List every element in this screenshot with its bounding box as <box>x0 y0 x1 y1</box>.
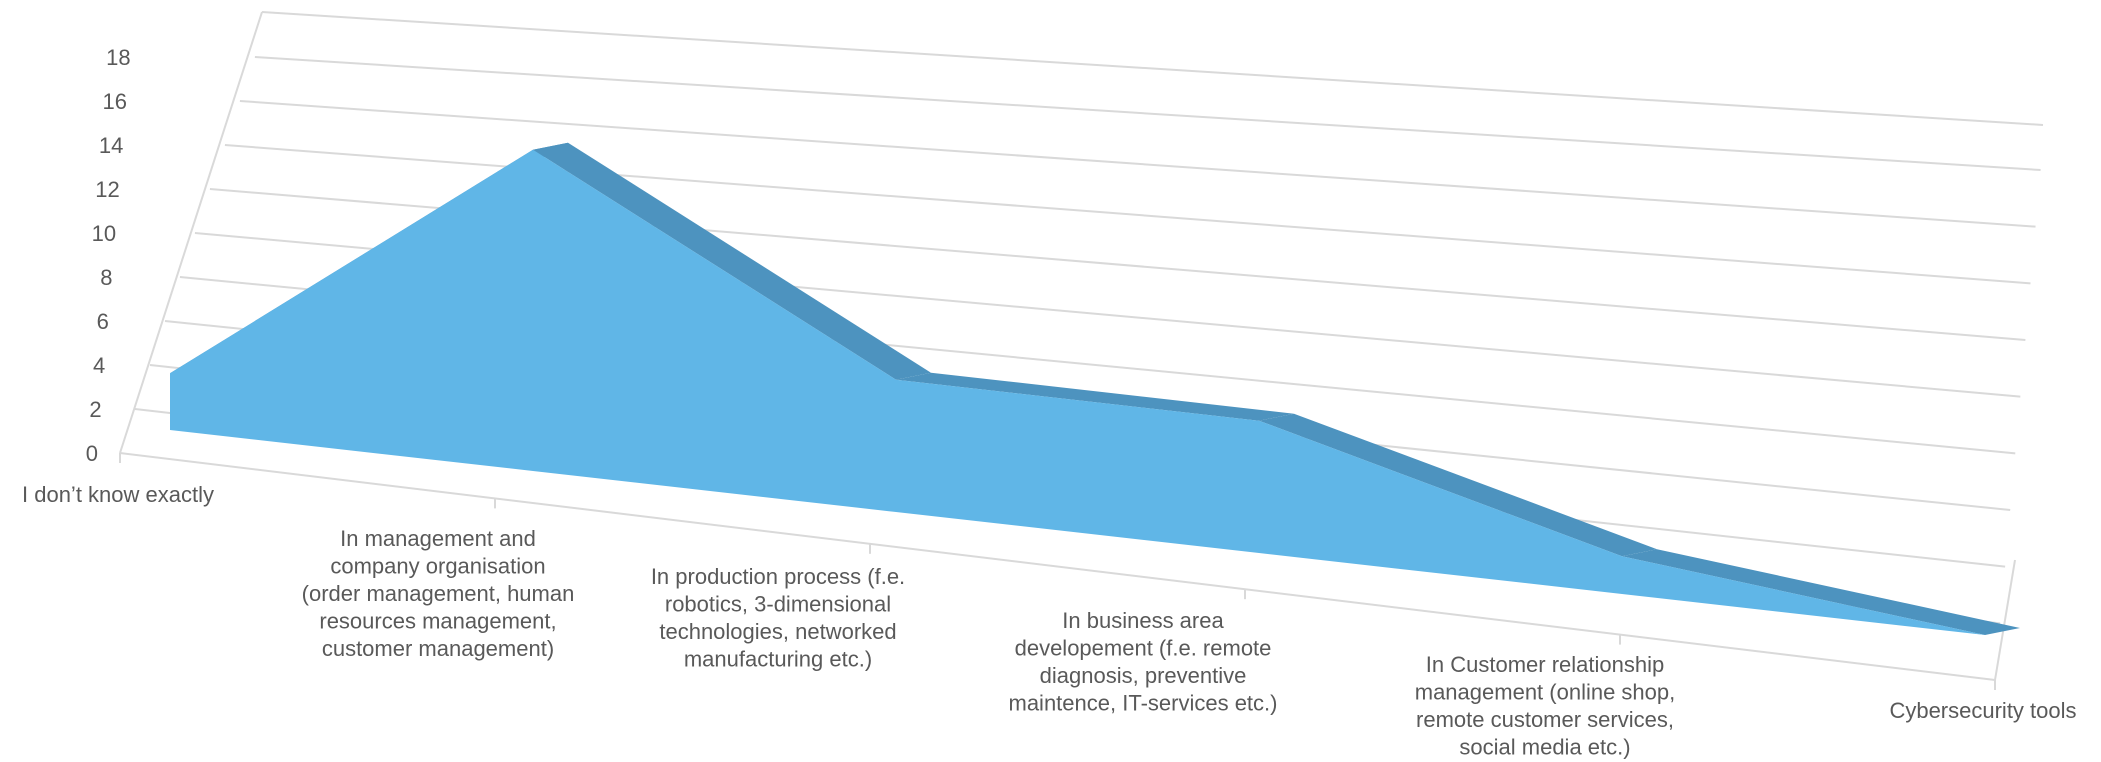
series-front-face <box>170 149 1985 635</box>
right-floor-edge <box>1994 559 2016 681</box>
series-top-face-4 <box>1622 549 2020 635</box>
y-tick-label: 2 <box>89 397 101 422</box>
y-axis-line <box>119 11 263 454</box>
y-tick-label: 0 <box>86 441 98 466</box>
x-axis-category-labels: I don’t know exactly In management and com… <box>22 482 2077 760</box>
x-category-label-line: remote customer services, <box>1416 707 1674 732</box>
x-category-label-2: In production process (f.e. robotics, 3-d… <box>651 564 905 672</box>
series-top-face-1 <box>533 142 931 380</box>
series-top-face-2 <box>896 372 1294 421</box>
x-category-label-line: social media etc.) <box>1459 735 1630 760</box>
series-area <box>169 142 2020 636</box>
y-tick-label: 16 <box>103 89 127 114</box>
x-category-label-line: robotics, 3-dimensional <box>665 592 891 617</box>
x-category-label-line: I don’t know exactly <box>22 482 214 507</box>
x-category-label-3: In business area developement (f.e. remot… <box>1009 608 1278 716</box>
x-axis-line <box>119 452 1996 681</box>
y-tick-label: 14 <box>99 133 123 158</box>
x-category-label-line: maintence, IT-services etc.) <box>1009 691 1278 716</box>
y-tick-label: 6 <box>97 309 109 334</box>
x-category-label-line: (order management, human <box>302 581 575 606</box>
x-category-label-0: I don’t know exactly <box>22 482 214 507</box>
x-category-label-line: customer management) <box>322 636 554 661</box>
y-tick-label: 8 <box>100 265 112 290</box>
x-category-label-line: diagnosis, preventive <box>1040 663 1247 688</box>
gridline-16 <box>239 100 2036 228</box>
gridline-top <box>261 11 2044 126</box>
x-category-label-line: In production process (f.e. <box>651 564 905 589</box>
y-tick-label: 18 <box>106 45 130 70</box>
axes <box>119 11 2016 690</box>
x-category-label-line: In management and <box>340 526 536 551</box>
x-category-label-4: In Customer relationship management (onli… <box>1415 652 1676 760</box>
x-category-label-line: developement (f.e. remote <box>1015 636 1272 661</box>
y-tick-label: 4 <box>93 353 105 378</box>
x-category-label-line: management (online shop, <box>1415 680 1676 705</box>
x-category-label-line: In business area <box>1062 608 1224 633</box>
x-category-label-line: resources management, <box>319 609 556 634</box>
gridline-18 <box>254 56 2041 171</box>
y-axis-tick-labels: 0 2 4 6 8 10 12 14 16 18 <box>86 45 131 466</box>
x-category-label-line: technologies, networked <box>659 619 896 644</box>
x-category-label-line: In Customer relationship <box>1426 652 1664 677</box>
x-category-label-line: company organisation <box>330 554 545 579</box>
x-category-label-5: Cybersecurity tools <box>1889 698 2076 723</box>
y-tick-label: 12 <box>95 177 119 202</box>
series-top-face-3 <box>1259 413 1657 557</box>
x-category-label-1: In management and company organisation (or… <box>302 526 575 661</box>
y-tick-label: 10 <box>92 221 116 246</box>
x-category-label-line: manufacturing etc.) <box>684 647 872 672</box>
x-category-label-line: Cybersecurity tools <box>1889 698 2076 723</box>
